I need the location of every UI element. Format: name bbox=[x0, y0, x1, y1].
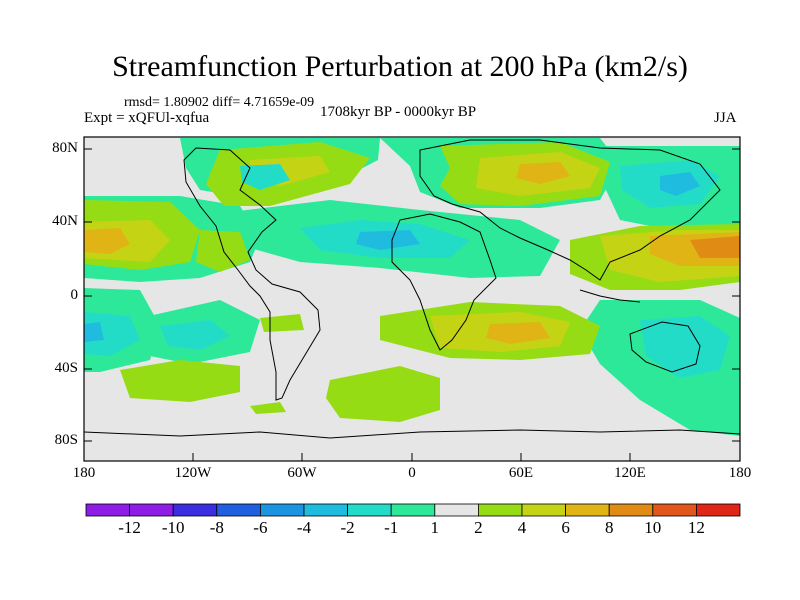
colorbar-tick-label: 8 bbox=[604, 518, 614, 537]
colorbar-tick-label: 1 bbox=[430, 518, 440, 537]
colorbar-box bbox=[259, 503, 305, 517]
colorbar-tick-label: -4 bbox=[296, 518, 312, 537]
experiment-label: Expt = xQFUl-xqfua bbox=[84, 110, 210, 126]
colorbar-box bbox=[521, 503, 566, 517]
colorbar-box bbox=[434, 503, 479, 517]
lon-label-120w: 120W bbox=[174, 465, 212, 481]
period-label: 1708kyr BP - 0000kyr BP bbox=[320, 104, 477, 120]
map-field bbox=[84, 137, 740, 461]
colorbar-tick-label: -6 bbox=[253, 518, 268, 537]
colorbar-box bbox=[696, 503, 741, 517]
colorbar-box bbox=[347, 503, 392, 517]
colorbar-tick-label: -1 bbox=[384, 518, 399, 537]
colorbar-box bbox=[172, 503, 218, 517]
colorbar-box bbox=[565, 503, 610, 517]
rmsd-stats: rmsd= 1.80902 diff= 4.71659e-09 bbox=[124, 95, 315, 110]
colorbar-box bbox=[477, 503, 523, 517]
lat-label-40s: 40S bbox=[54, 360, 78, 376]
colorbar-tick-label: 10 bbox=[644, 518, 662, 537]
colorbar-box bbox=[303, 503, 348, 517]
colorbar-box bbox=[85, 503, 130, 517]
colorbar-tick-label: -2 bbox=[340, 518, 355, 537]
colorbar-box bbox=[216, 503, 261, 517]
lat-label-0: 0 bbox=[70, 287, 79, 303]
season-label: JJA bbox=[714, 110, 737, 126]
colorbar bbox=[85, 503, 741, 517]
colorbar-box bbox=[652, 503, 697, 517]
lon-label-120e: 120E bbox=[614, 465, 646, 481]
lon-label-180w: 180 bbox=[72, 465, 96, 481]
colorbar-tick-label: -10 bbox=[161, 518, 185, 537]
lon-label-60w: 60W bbox=[287, 465, 317, 481]
plot-title: Streamfunction Perturbation at 200 hPa (… bbox=[112, 50, 688, 83]
lon-label-0: 0 bbox=[408, 465, 416, 481]
colorbar-tick-label: 12 bbox=[687, 518, 705, 537]
lat-label-40n: 40N bbox=[52, 213, 78, 229]
colorbar-tick-label: -12 bbox=[118, 518, 141, 537]
colorbar-box bbox=[608, 503, 654, 517]
colorbar-tick-label: -8 bbox=[209, 518, 224, 537]
colorbar-tick-label: 2 bbox=[474, 518, 483, 537]
lat-label-80n: 80N bbox=[52, 140, 78, 156]
colorbar-tick-label: 6 bbox=[561, 518, 570, 537]
lat-label-80s: 80S bbox=[54, 432, 78, 448]
colorbar-box bbox=[129, 503, 174, 517]
lon-label-180e: 180 bbox=[728, 465, 752, 481]
colorbar-box bbox=[390, 503, 436, 517]
lon-label-60e: 60E bbox=[508, 465, 534, 481]
colorbar-tick-label: 4 bbox=[517, 518, 527, 537]
